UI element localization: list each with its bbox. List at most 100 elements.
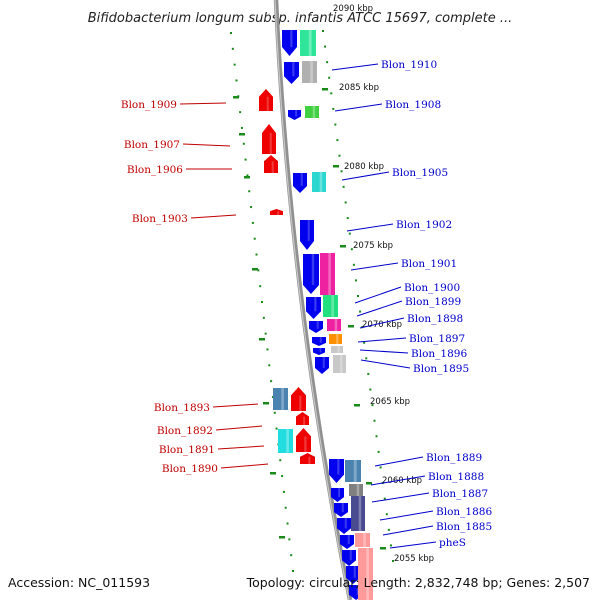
gene-label-forward: Blon_1897 [409, 333, 465, 345]
gene-arrow [331, 488, 344, 502]
tick-dot [392, 560, 394, 562]
gene-label-forward: Blon_1908 [385, 99, 441, 111]
accession-text: Accession: NC_011593 [8, 575, 150, 590]
gene-label-forward: Blon_1888 [428, 471, 484, 483]
gene-label-forward: Blon_1898 [407, 313, 463, 325]
gene-label-reverse: Blon_1906 [127, 164, 183, 176]
tick-dot [367, 372, 370, 375]
tick-dot [348, 232, 351, 235]
tick-dash [348, 325, 354, 328]
tick-dot [354, 279, 357, 282]
chromosome-backbone [273, 0, 353, 600]
gene-arrow [262, 124, 276, 154]
gene-arrow [334, 503, 348, 517]
tick-dot [264, 332, 267, 335]
feature-box [273, 388, 288, 410]
tick-dot [248, 190, 251, 193]
tick-dash [233, 96, 239, 99]
gene-arrow [303, 254, 319, 294]
tick-dot [363, 341, 366, 344]
scale-label: 2085 kbp [339, 83, 379, 93]
tick-dash [340, 245, 346, 248]
tick-dash [354, 404, 360, 407]
leader-line [350, 262, 399, 271]
scale-label: 2060 kbp [382, 476, 422, 486]
tick-dot [257, 269, 260, 272]
gene-arrow [291, 387, 306, 411]
gene-label-forward: Blon_1902 [396, 219, 452, 231]
genome-summary-text: Topology: circular; Length: 2,832,748 bp… [246, 575, 590, 590]
tick-dot [271, 395, 274, 398]
tick-dot [231, 47, 234, 50]
leader-line [359, 349, 409, 354]
feature-box [312, 172, 326, 192]
feature-box [333, 355, 346, 373]
tick-dot [282, 490, 285, 493]
gene-label-forward: Blon_1895 [413, 363, 469, 375]
gene-label-forward: Blon_1889 [426, 452, 482, 464]
tick-dash [252, 268, 258, 271]
gene-label-forward: Blon_1885 [436, 521, 492, 533]
leader-line [360, 359, 411, 369]
leader-line [334, 103, 383, 112]
tick-dot [284, 506, 287, 509]
tick-dash [244, 176, 250, 179]
tick-dot [389, 544, 392, 547]
tick-dot [352, 263, 355, 266]
tick-dot [242, 142, 245, 145]
feature-box [300, 30, 316, 56]
gene-label-reverse: Blon_1890 [162, 463, 218, 475]
tick-dot [290, 554, 293, 557]
leader-line [374, 456, 424, 467]
feature-box [320, 253, 335, 295]
leader-line [212, 403, 259, 408]
tick-dot [342, 185, 345, 188]
tick-dot [262, 316, 265, 319]
feature-box [327, 319, 341, 331]
tick-dash [322, 88, 328, 91]
tick-dot [359, 310, 362, 313]
tick-dash [263, 402, 269, 405]
gene-arrow [309, 321, 323, 333]
tick-dot [375, 435, 378, 438]
feature-box [355, 533, 370, 547]
scale-label: 2065 kbp [370, 397, 410, 407]
gene-label-forward: Blon_1905 [392, 167, 448, 179]
gene-arrow [293, 173, 307, 193]
tick-dot [369, 388, 372, 391]
feature-box [302, 61, 317, 83]
gene-arrow [300, 220, 314, 250]
tick-dot [240, 126, 243, 129]
leader-line [359, 317, 405, 329]
gene-arrow [296, 412, 309, 425]
tick-dot [338, 154, 341, 157]
gene-arrow [342, 550, 356, 566]
map-title: Bifidobacterium longum subsp. infantis A… [88, 11, 513, 26]
scale-label: 2090 kbp [333, 4, 373, 14]
gene-arrow [313, 348, 325, 355]
feature-box [278, 429, 293, 453]
tick-dot [279, 459, 282, 462]
tick-dot [371, 404, 374, 407]
tick-marks [230, 30, 394, 572]
tick-dot [324, 45, 327, 48]
tick-dot [288, 538, 291, 541]
gene-arrow [284, 62, 299, 84]
tick-dot [259, 285, 262, 288]
tick-dash [366, 482, 372, 485]
feature-box [329, 334, 342, 344]
gene-label-forward: Blon_1896 [411, 348, 467, 360]
gene-labels: Blon_1910 Blon_1908 Blon_1905 Blon_1902 Blon… [121, 59, 493, 549]
tick-dot [328, 76, 331, 79]
gene-label-reverse: Blon_1909 [121, 99, 177, 111]
tick-dot [244, 158, 247, 161]
tick-dot [250, 206, 253, 209]
tick-dash [333, 165, 339, 168]
feature-box [331, 346, 343, 353]
leader-line [331, 63, 379, 71]
leader-line [356, 300, 403, 317]
gene-arrow [346, 566, 360, 584]
gene-label-reverse: Blon_1903 [132, 213, 188, 225]
tick-dot [281, 475, 284, 478]
